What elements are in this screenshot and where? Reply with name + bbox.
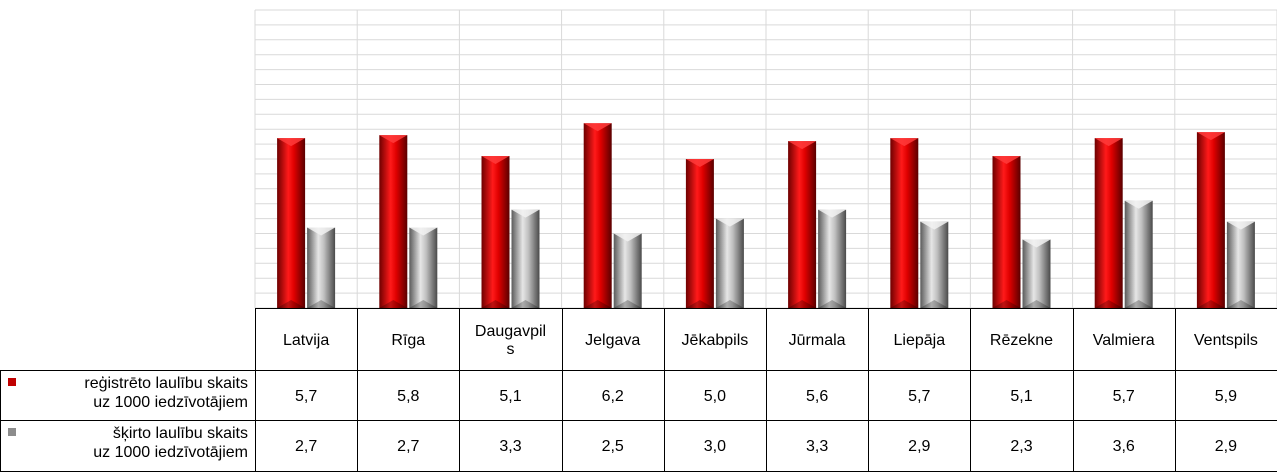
bar-divorced-7 <box>1022 239 1051 308</box>
category-label: Latvija <box>283 332 329 349</box>
bar-registered-0 <box>277 138 306 308</box>
data-label: 5,7 <box>1113 388 1135 405</box>
data-label: 2,9 <box>908 438 930 455</box>
gridlines <box>254 9 1277 309</box>
data-label: 2,7 <box>397 438 419 455</box>
series-label: šķirto laulību skaits uz 1000 iedzīvotāji… <box>93 425 248 461</box>
category-label: Ventspils <box>1194 332 1258 349</box>
bar-divorced-1 <box>409 227 438 308</box>
category-label: Jēkabpils <box>682 332 749 349</box>
data-label: 2,9 <box>1215 438 1237 455</box>
bar-divorced-0 <box>307 227 336 308</box>
bar-registered-1 <box>379 135 408 308</box>
bar-divorced-3 <box>613 233 642 308</box>
data-label: 5,6 <box>806 388 828 405</box>
category-label: Daugavpil s <box>475 323 546 358</box>
data-label: 5,9 <box>1215 388 1237 405</box>
data-label: 3,3 <box>806 438 828 455</box>
category-label: Rēzekne <box>990 332 1053 349</box>
category-label: Rīga <box>391 332 425 349</box>
bar-divorced-8 <box>1124 200 1153 308</box>
data-label: 3,0 <box>704 438 726 455</box>
bar-registered-7 <box>992 156 1021 308</box>
bar-registered-4 <box>685 159 714 308</box>
data-table: Latvija Rīga Daugavpil s Jelgava Jēkabpils Jūr… <box>0 308 1277 472</box>
data-label: 2,3 <box>1010 438 1032 455</box>
bar-registered-6 <box>890 138 919 308</box>
category-label: Valmiera <box>1093 332 1155 349</box>
data-label: 3,6 <box>1113 438 1135 455</box>
bar-registered-3 <box>583 123 612 309</box>
category-label: Jūrmala <box>789 332 846 349</box>
data-label: 3,3 <box>499 438 521 455</box>
bar-divorced-4 <box>715 218 744 308</box>
data-label: 2,7 <box>295 438 317 455</box>
bar-divorced-5 <box>818 209 847 308</box>
bar-divorced-2 <box>511 209 540 308</box>
data-label: 5,0 <box>704 388 726 405</box>
data-label: 5,1 <box>1010 388 1032 405</box>
data-label: 5,1 <box>499 388 521 405</box>
legend-key-registered <box>8 378 16 386</box>
legend-key-divorced <box>8 428 16 436</box>
bars <box>277 123 1255 309</box>
category-label: Liepāja <box>893 332 945 349</box>
bar-registered-8 <box>1094 138 1123 308</box>
data-label: 2,5 <box>602 438 624 455</box>
bar-registered-5 <box>788 141 817 308</box>
data-label: 5,8 <box>397 388 419 405</box>
bar-divorced-6 <box>920 221 949 308</box>
data-label: 5,7 <box>295 388 317 405</box>
category-label: Jelgava <box>585 332 640 349</box>
data-label: 6,2 <box>602 388 624 405</box>
bar-registered-2 <box>481 156 510 308</box>
data-label: 5,7 <box>908 388 930 405</box>
bar-divorced-9 <box>1226 221 1255 308</box>
bar-registered-9 <box>1196 132 1225 308</box>
series-label: reģistrēto laulību skaits uz 1000 iedzīvo… <box>84 374 248 411</box>
